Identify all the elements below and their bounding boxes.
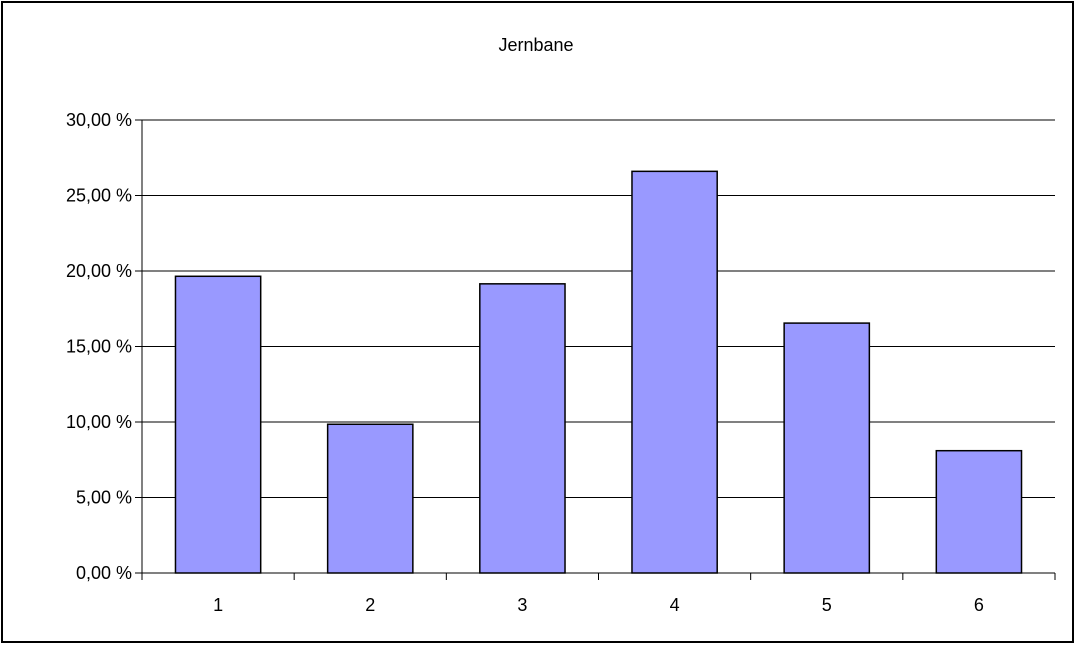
y-tick-label: 0,00 % xyxy=(76,563,132,583)
x-tick-label: 4 xyxy=(670,595,680,615)
y-tick-label: 20,00 % xyxy=(66,261,132,281)
x-tick-label: 2 xyxy=(365,595,375,615)
x-tick-label: 3 xyxy=(517,595,527,615)
x-tick-label: 5 xyxy=(822,595,832,615)
bars xyxy=(174,170,1023,574)
bar-6 xyxy=(935,449,1023,574)
y-tick-label: 30,00 % xyxy=(66,110,132,130)
bar-4 xyxy=(631,170,718,574)
y-tick-label: 25,00 % xyxy=(66,186,132,206)
x-tick-label: 1 xyxy=(213,595,223,615)
gridlines xyxy=(142,119,1055,498)
y-tick-labels: 0,00 % 5,00 % 10,00 % 15,00 % 20,00 % 25,00 %… xyxy=(66,110,132,583)
bar-3 xyxy=(479,283,566,574)
axes xyxy=(135,119,1056,580)
y-tick-label: 15,00 % xyxy=(66,337,132,357)
x-tick-label: 6 xyxy=(974,595,984,615)
bar-2 xyxy=(326,423,414,574)
bar-5 xyxy=(783,322,871,574)
x-tick-labels: 1 2 3 4 5 6 xyxy=(213,595,984,615)
chart-title: Jernbane xyxy=(498,35,573,55)
y-tick-label: 10,00 % xyxy=(66,412,132,432)
y-tick-label: 5,00 % xyxy=(76,488,132,508)
bar-1 xyxy=(174,275,262,574)
